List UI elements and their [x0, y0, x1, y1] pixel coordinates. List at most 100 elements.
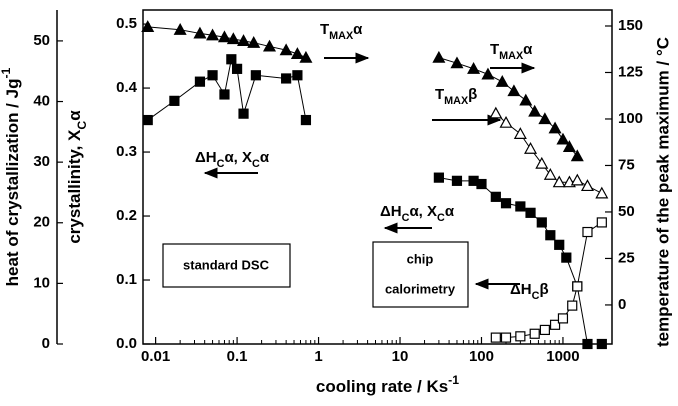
triangle-marker	[217, 30, 231, 43]
text-run: T	[435, 86, 444, 103]
square-marker	[596, 217, 607, 228]
y3-tick-label: 20	[33, 214, 50, 231]
text-run: α, X	[224, 149, 252, 166]
square-marker	[500, 198, 512, 209]
y-tick-label: 0.3	[116, 143, 137, 160]
square-marker	[554, 239, 565, 250]
text-run: C	[75, 121, 89, 130]
text-run: ΔH	[195, 149, 217, 166]
y2-tick-label: 150	[618, 17, 643, 34]
triangle-marker	[262, 39, 277, 52]
triangle-marker	[299, 50, 313, 63]
square-marker	[539, 324, 550, 336]
x-tick-label: 1	[314, 348, 322, 365]
y3-tick-label: 10	[33, 274, 50, 291]
text-run: crystallinity, X	[65, 129, 84, 244]
triangle-marker	[432, 50, 446, 63]
triangle-marker	[562, 140, 576, 152]
series-line	[438, 57, 578, 157]
y-axis-label: crystallinity, XCα	[65, 110, 89, 244]
triangle-marker	[556, 132, 570, 145]
y2-tick-label: 100	[618, 110, 643, 127]
square-marker	[500, 332, 512, 343]
text-run: C	[217, 158, 225, 170]
square-marker	[226, 54, 237, 65]
triangle-marker	[543, 168, 557, 180]
annotation: ΔHCβ	[510, 281, 549, 302]
square-marker	[557, 313, 569, 324]
text-run: β	[468, 86, 477, 103]
text-run: -1	[448, 373, 459, 387]
y3-tick-label: 0	[42, 335, 50, 352]
square-marker	[194, 76, 206, 87]
text-run: C	[437, 212, 445, 224]
y-tick-label: 0.0	[116, 335, 137, 352]
square-marker	[142, 114, 153, 126]
square-marker	[549, 319, 561, 330]
square-marker	[250, 70, 261, 81]
square-marker	[596, 338, 607, 350]
square-marker	[515, 331, 526, 342]
box-label: standard DSC	[183, 257, 270, 272]
x-tick-label: 1000	[546, 348, 579, 365]
triangle-marker	[519, 93, 533, 106]
square-marker	[300, 114, 312, 126]
square-marker	[281, 73, 292, 84]
y2-tick-label: 25	[618, 249, 635, 266]
square-marker	[545, 230, 556, 241]
text-run: β	[539, 281, 548, 298]
square-marker	[529, 328, 540, 339]
triangle-marker	[499, 115, 513, 128]
square-marker	[525, 207, 536, 218]
square-marker	[292, 70, 303, 81]
triangle-marker	[226, 32, 240, 45]
arrows	[203, 52, 536, 290]
series-line	[495, 113, 603, 194]
square-marker	[207, 70, 218, 81]
triangle-marker	[513, 127, 527, 139]
y3-axis-label: heat of crystallization / Jg-1	[0, 67, 22, 286]
square-marker	[515, 201, 526, 212]
triangle-marker	[290, 47, 304, 59]
y2-tick-label: 75	[618, 156, 635, 173]
text-run: cooling rate / Ks	[316, 377, 448, 396]
triangle-marker	[193, 26, 207, 39]
text-run: MAX	[329, 30, 354, 42]
box-label: chip	[407, 251, 434, 266]
square-marker	[536, 217, 547, 228]
triangle-marker	[237, 34, 251, 46]
text-run: α	[445, 203, 455, 220]
y3-tick-label: 30	[33, 153, 50, 170]
square-marker	[582, 338, 593, 350]
triangle-marker	[538, 112, 552, 125]
triangle-marker	[206, 28, 220, 41]
triangle-marker	[489, 106, 503, 119]
y3-tick-label: 50	[33, 32, 50, 49]
text-run: α	[260, 149, 270, 166]
y2-axis-label: temperature of the peak maximum / °C	[653, 37, 672, 347]
box	[372, 241, 469, 308]
square-marker	[231, 63, 243, 74]
triangle-marker	[507, 84, 521, 97]
text-run: ΔH	[510, 281, 532, 298]
annotation: TMAXα	[490, 41, 533, 62]
text-run: α	[65, 110, 84, 121]
triangle-marker	[247, 35, 261, 48]
text-run: C	[532, 290, 540, 302]
text-run: -1	[0, 67, 13, 78]
plot-frame	[142, 9, 613, 345]
square-marker	[567, 300, 578, 311]
y2-tick-label: 0	[618, 296, 626, 313]
square-marker	[572, 281, 583, 292]
square-marker	[561, 252, 572, 263]
text-run: T	[490, 41, 499, 58]
triangle-marker	[552, 175, 566, 188]
square-marker	[490, 191, 501, 202]
text-run: ΔH	[380, 203, 402, 220]
triangle-marker	[570, 149, 584, 162]
y-tick-label: 0.1	[116, 271, 137, 288]
x-axis-label: cooling rate / Ks-1	[316, 373, 459, 396]
y2-tick-label: 50	[618, 203, 635, 220]
square-marker	[476, 178, 487, 190]
